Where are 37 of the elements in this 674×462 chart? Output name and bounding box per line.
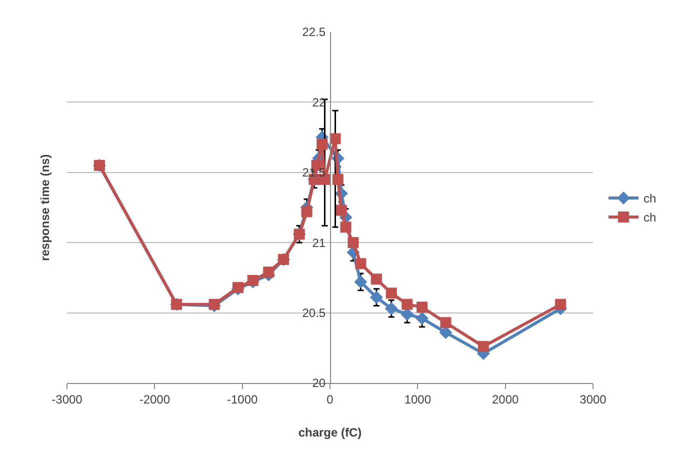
y-tick-label: 21 [312,236,326,250]
point [354,275,368,288]
point [416,302,428,313]
point [336,204,347,216]
point [208,298,220,310]
point [332,174,344,185]
point [402,298,413,310]
point [555,298,566,310]
point [330,133,341,144]
point [478,341,489,352]
point [348,237,359,248]
point [263,266,274,278]
point [355,258,366,270]
point [340,222,352,233]
point [384,302,398,316]
point [400,308,414,321]
point [440,317,452,328]
x-tick-label: 3000 [580,392,607,406]
x-axis-title: charge (fC) [298,425,362,440]
x-tick-label: 0 [326,392,334,406]
legend-label: ch [644,192,656,206]
y-tick-label: 22.5 [302,25,326,40]
y-tick-label: 21.5 [302,166,326,180]
point [316,138,328,150]
x-tick-label: 1000 [404,392,432,406]
legend-label: ch [644,210,656,225]
point [386,288,397,299]
x-tick-label: -1000 [226,392,258,406]
x-tick-label: -2000 [139,392,170,406]
y-tick-label: 20.5 [302,306,326,320]
x-tick-label: -3000 [52,392,83,406]
x-tick-label: 2000 [492,392,519,406]
y-axis-title: response time (ns) [38,154,52,261]
point [416,312,429,325]
point [370,274,382,285]
point [301,206,312,218]
point [370,290,383,304]
